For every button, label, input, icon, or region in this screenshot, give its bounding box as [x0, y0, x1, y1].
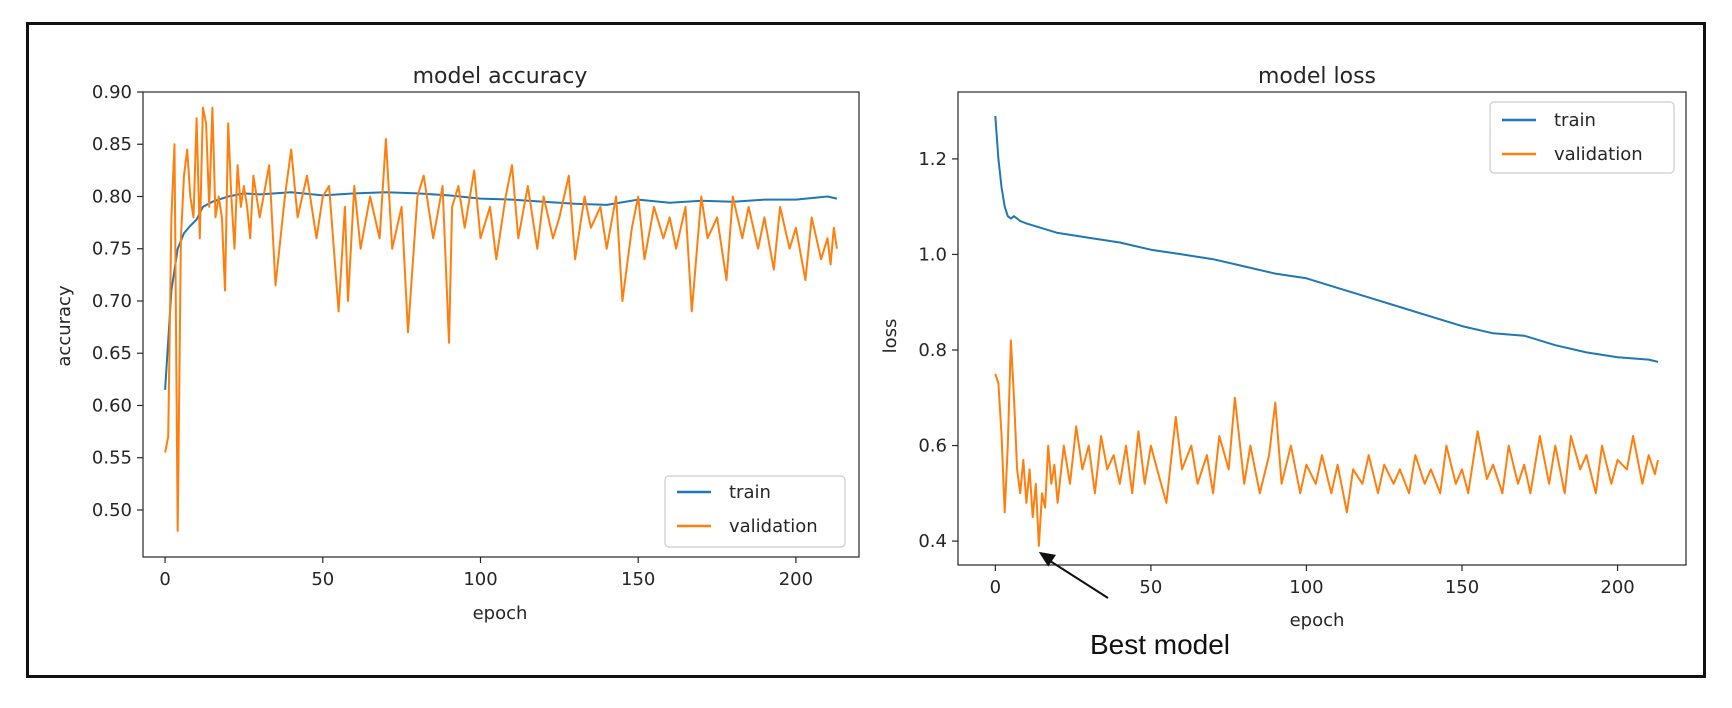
accuracy-y-tick-label: 0.85: [92, 134, 132, 155]
accuracy-chart: model accuracy epoch accuracy 0 50 100 150 2…: [54, 64, 860, 624]
loss-x-tick-label: 100: [1289, 577, 1323, 598]
accuracy-y-tick-label: 0.75: [92, 239, 132, 260]
accuracy-y-tick-label: 0.65: [92, 343, 132, 364]
loss-validation-line: [994, 339, 1659, 547]
accuracy-chart-title: model accuracy: [413, 64, 588, 89]
accuracy-legend-box: [664, 475, 846, 548]
accuracy-x-tick-label: 50: [311, 569, 334, 590]
accuracy-y-tick-label: 0.60: [92, 395, 132, 416]
loss-y-axis-title: loss: [880, 319, 901, 354]
accuracy-x-tick-label: 100: [463, 569, 497, 590]
loss-plot-frame: [957, 91, 1687, 566]
accuracy-y-tick-label: 0.80: [92, 186, 132, 207]
loss-x-tick-label: 0: [990, 577, 1001, 598]
accuracy-x-axis-title: epoch: [473, 603, 528, 624]
loss-chart-title: model loss: [1258, 64, 1376, 89]
loss-y-tick-label: 1.0: [918, 244, 947, 265]
accuracy-plot-frame: [142, 91, 860, 558]
loss-x-tick-label: 50: [1139, 577, 1162, 598]
accuracy-y-tick-label: 0.90: [92, 82, 132, 103]
loss-train-line: [994, 115, 1659, 363]
accuracy-legend-validation-label: validation: [729, 516, 818, 537]
best-model-arrow-line: [1046, 558, 1109, 599]
accuracy-y-tick-label: 0.55: [92, 448, 132, 469]
accuracy-x-tick-label: 200: [779, 569, 813, 590]
best-model-label: Best model: [1090, 629, 1230, 660]
accuracy-legend: train validation: [664, 475, 846, 548]
accuracy-train-line: [164, 191, 838, 390]
loss-y-tick-label: 0.8: [918, 340, 947, 361]
accuracy-x-tick-label: 150: [621, 569, 655, 590]
accuracy-legend-train-label: train: [729, 482, 771, 503]
best-model-arrow-head: [1038, 551, 1056, 567]
accuracy-y-tick-label: 0.70: [92, 291, 132, 312]
best-model-annotation: Best model: [1038, 551, 1230, 660]
accuracy-y-tick-label: 0.50: [92, 500, 132, 521]
figure-frame: [26, 22, 1706, 678]
loss-y-tick-label: 0.6: [918, 436, 947, 457]
loss-legend: train validation: [1489, 101, 1675, 174]
loss-x-axis-title: epoch: [1290, 610, 1345, 631]
loss-chart: model loss epoch loss 0 50 100 150 200 0.4 0.6…: [880, 64, 1687, 660]
loss-x-tick-label: 200: [1600, 577, 1634, 598]
accuracy-x-tick-label: 0: [159, 569, 170, 590]
loss-y-tick-label: 0.4: [918, 531, 947, 552]
loss-y-tick-label: 1.2: [918, 149, 947, 170]
accuracy-validation-line: [164, 106, 838, 532]
loss-legend-train-label: train: [1554, 110, 1596, 131]
accuracy-y-axis-title: accuracy: [54, 285, 75, 367]
loss-legend-validation-label: validation: [1554, 144, 1643, 165]
loss-x-tick-label: 150: [1445, 577, 1479, 598]
